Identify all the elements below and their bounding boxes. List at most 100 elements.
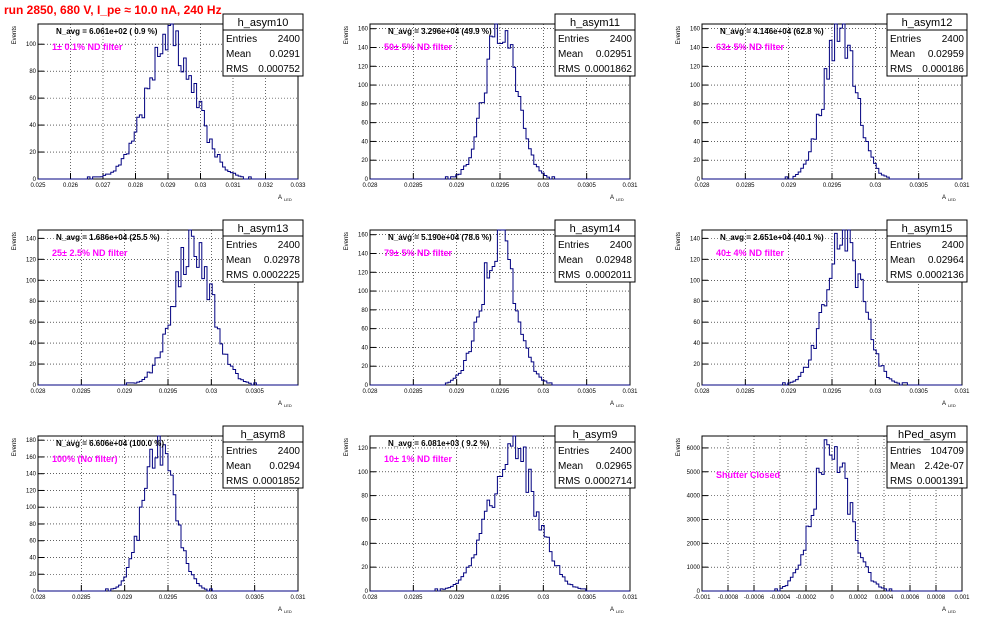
tick-label-y: 160: [358, 233, 369, 239]
tick-label-x: 0.0285: [736, 389, 755, 395]
tick-label-y: 140: [358, 251, 369, 257]
x-axis-title: A LED: [278, 195, 292, 202]
tick-label-y: 60: [361, 121, 368, 127]
tick-label-x: 0.0305: [909, 183, 928, 189]
tick-label-x: 0.029: [781, 389, 797, 395]
tick-label-y: 140: [690, 45, 701, 51]
tick-label-y: 20: [361, 565, 368, 571]
stats-label-mean: Mean: [226, 49, 251, 60]
stats-value-rms: 0.0002136: [917, 270, 965, 281]
stats-box: [222, 425, 304, 489]
panel-h_asym15: 0.028 0.0285 0.029 0.0295 0.03 0.0305 0.031 0 20…: [676, 219, 970, 408]
tick-label-x: 0.0305: [577, 389, 596, 395]
tick-label-x: 0.028: [362, 595, 378, 601]
tick-label-y: 120: [358, 446, 369, 452]
panel-h_asym13: 0.028 0.0285 0.029 0.0295 0.03 0.0305 0 20 40 60 8…: [12, 219, 304, 408]
tick-label-y: 5000: [687, 470, 701, 476]
tick-label-x: 0.03: [537, 183, 549, 189]
tick-label-x: 0.03: [869, 183, 881, 189]
tick-label-y: 40: [29, 555, 36, 561]
stats-label-mean: Mean: [226, 255, 251, 266]
tick-label-x: 0.03: [869, 389, 881, 395]
tick-label-y: 0: [365, 177, 369, 183]
x-axis-subscript: LED: [616, 609, 624, 614]
histogram-name: hPed_asym: [898, 429, 956, 441]
tick-label-x: 0.0305: [245, 389, 264, 395]
tick-label-x: 0.03: [195, 183, 207, 189]
tick-label-x: 0.031: [225, 183, 241, 189]
navg-label: N_avg = 6.606e+04 (100.0 %): [56, 439, 164, 448]
tick-label-y: 100: [26, 505, 37, 511]
stats-label-rms: RMS: [226, 476, 249, 487]
x-axis-subscript: LED: [948, 403, 956, 408]
stats-value-mean: 0.02964: [928, 255, 965, 266]
histogram-line: [370, 229, 630, 386]
stats-label-entries: Entries: [226, 446, 257, 457]
tick-label-x: 0.031: [622, 389, 638, 395]
filter-annotation: Shutter Closed: [716, 470, 780, 480]
tick-label-x: 0.029: [449, 595, 465, 601]
tick-label-x: 0.032: [258, 183, 274, 189]
tick-label-x: 0.0002: [849, 595, 868, 601]
tick-label-x: 0.0285: [404, 595, 423, 601]
tick-label-y: 80: [361, 308, 368, 314]
tick-label-x: 0: [830, 595, 834, 601]
tick-label-y: 160: [690, 27, 701, 33]
histogram-line: [370, 23, 630, 180]
histogram-name: h_asym11: [570, 17, 620, 29]
tick-label-y: 40: [361, 541, 368, 547]
tick-label-y: 2000: [687, 541, 701, 547]
tick-label-y: 60: [693, 121, 700, 127]
y-axis-title: Events: [676, 26, 682, 44]
tick-label-x: 0.031: [622, 595, 638, 601]
tick-label-y: 160: [26, 455, 37, 461]
tick-label-y: 140: [358, 45, 369, 51]
stats-value-entries: 2400: [278, 34, 301, 45]
panels: 0.025 0.026 0.027 0.028 0.029 0.03 0.031 0.032 0…: [12, 13, 970, 614]
tick-label-x: 0.0285: [404, 183, 423, 189]
x-axis-title: A LED: [942, 195, 956, 202]
tick-label-y: 60: [361, 327, 368, 333]
tick-label-y: 100: [358, 470, 369, 476]
stats-label-mean: Mean: [558, 49, 583, 60]
tick-label-y: 80: [693, 102, 700, 108]
tick-label-x: 0.0295: [491, 183, 510, 189]
tick-label-y: 20: [29, 362, 36, 368]
stats-label-mean: Mean: [226, 461, 251, 472]
histogram-line: [702, 439, 962, 592]
tick-label-x: 0.0285: [72, 595, 91, 601]
tick-label-y: 60: [361, 517, 368, 523]
tick-label-x: 0.029: [160, 183, 176, 189]
tick-label-x: 0.001: [954, 595, 970, 601]
tick-label-y: 140: [690, 236, 701, 242]
x-axis-subscript: LED: [284, 403, 292, 408]
stats-label-mean: Mean: [558, 461, 583, 472]
stats-value-entries: 2400: [610, 446, 633, 457]
tick-label-x: 0.0295: [159, 595, 178, 601]
y-axis-title: Events: [12, 232, 18, 250]
x-axis-title: A LED: [610, 607, 624, 614]
histogram-name: h_asym10: [238, 17, 289, 29]
tick-label-y: 20: [693, 158, 700, 164]
tick-label-y: 1000: [687, 565, 701, 571]
histogram-name: h_asym12: [902, 17, 953, 29]
tick-label-x: 0.0285: [72, 389, 91, 395]
tick-label-y: 80: [361, 494, 368, 500]
tick-label-y: 120: [358, 270, 369, 276]
stats-value-entries: 2400: [278, 240, 301, 251]
panel-h_asym12: 0.028 0.0285 0.029 0.0295 0.03 0.0305 0.031 0 20…: [676, 13, 970, 202]
tick-label-y: 100: [358, 83, 369, 89]
x-axis-subscript: LED: [284, 609, 292, 614]
filter-annotation: 10± 1% ND filter: [384, 454, 452, 464]
stats-box: [886, 425, 968, 489]
stats-label-rms: RMS: [558, 270, 581, 281]
tick-label-x: 0.0295: [159, 389, 178, 395]
histogram-line: [38, 435, 298, 592]
tick-label-y: 140: [26, 236, 37, 242]
tick-label-x: 0.028: [128, 183, 144, 189]
tick-label-x: 0.028: [694, 389, 710, 395]
tick-label-y: 120: [358, 64, 369, 70]
x-axis-title: A LED: [610, 401, 624, 408]
tick-label-x: 0.028: [362, 183, 378, 189]
tick-label-y: 3000: [687, 517, 701, 523]
